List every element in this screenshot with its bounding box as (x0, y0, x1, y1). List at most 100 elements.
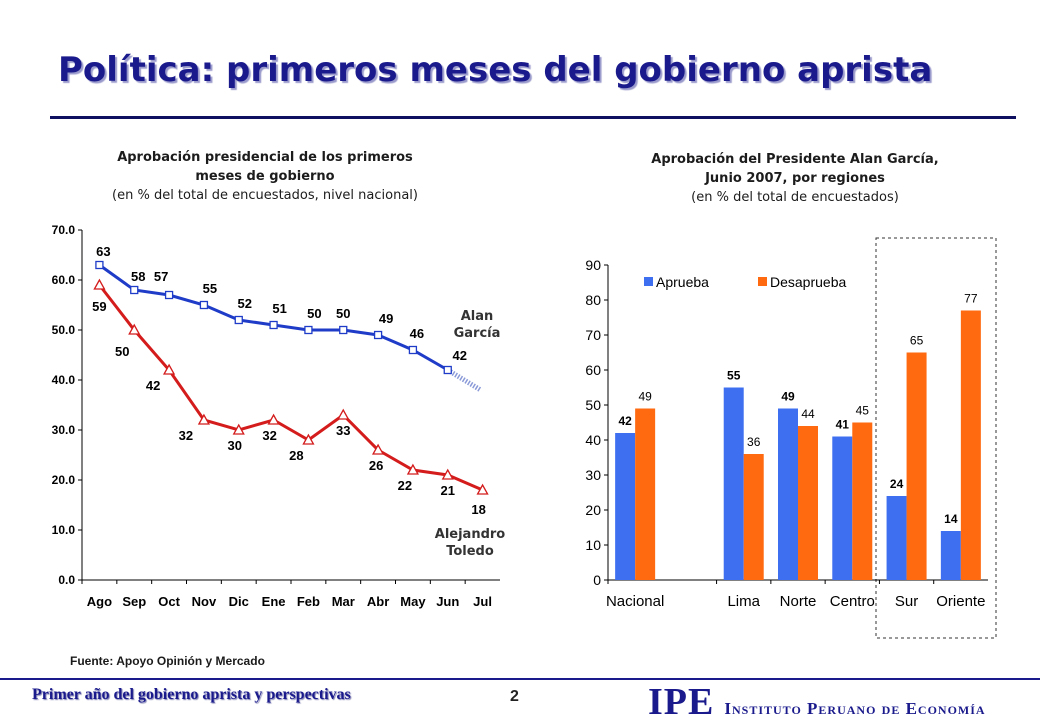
toledo-series-label: Toledo (446, 544, 494, 559)
footer-divider (0, 678, 1040, 680)
line-chart-x-tick-label: Ago (87, 594, 112, 609)
aprueba-bar (615, 433, 636, 580)
logo-mark: IPE (648, 681, 715, 723)
line-chart-x-tick-label: Sep (122, 594, 146, 609)
line-chart-y-tick-label: 20.0 (52, 473, 76, 487)
aprueba-data-label: 55 (727, 369, 741, 383)
toledo-point (406, 463, 420, 475)
line-chart-x-tick-label: Ene (262, 594, 286, 609)
desaprueba-bar (635, 408, 656, 580)
toledo-data-label: 26 (369, 458, 383, 473)
line-chart-x-tick-label: Abr (367, 594, 389, 609)
bar-chart-x-tick-label: Nacional (606, 593, 664, 610)
bar-chart-y-tick-label: 90 (585, 257, 601, 273)
garcia-data-label: 63 (96, 244, 110, 259)
garcia-series-label: Alan (461, 309, 494, 324)
garcia-point (304, 325, 313, 335)
toledo-data-label: 32 (262, 428, 276, 443)
aprueba-bar (832, 436, 853, 580)
bar-chart-y-tick-label: 80 (585, 292, 601, 308)
line-chart-x-tick-label: Oct (158, 594, 180, 609)
aprueba-data-label: 42 (618, 414, 632, 428)
line-chart-y-tick-label: 10.0 (52, 523, 76, 537)
source-note: Fuente: Apoyo Opinión y Mercado (70, 654, 265, 668)
line-chart-x-tick-label: Dic (229, 594, 249, 609)
garcia-data-label: 46 (410, 326, 424, 341)
toledo-point (197, 413, 211, 425)
toledo-point (232, 423, 245, 435)
garcia-point (269, 320, 278, 330)
toledo-data-label: 22 (398, 478, 412, 493)
toledo-data-label: 33 (336, 423, 350, 438)
aprueba-data-label: 14 (944, 512, 958, 526)
toledo-point (441, 468, 454, 480)
line-chart-x-tick-label: May (400, 594, 426, 609)
toledo-point (302, 433, 315, 445)
desaprueba-data-label: 44 (801, 407, 815, 421)
garcia-point (443, 365, 452, 375)
desaprueba-bar (906, 352, 927, 580)
garcia-point (373, 330, 383, 340)
toledo-data-label: 30 (228, 438, 242, 453)
highlight-box (875, 237, 997, 639)
line-chart-y-tick-label: 60.0 (52, 273, 76, 287)
garcia-data-label: 52 (238, 296, 252, 311)
desaprueba-bar (852, 422, 873, 580)
bar-chart-y-tick-label: 20 (585, 502, 601, 518)
line-chart-y-tick-label: 0.0 (58, 573, 75, 587)
toledo-point (162, 363, 176, 375)
bar-chart-heading: Aprobación del Presidente Alan García, J… (590, 150, 1000, 207)
aprueba-bar (778, 408, 798, 580)
garcia-point (339, 325, 348, 335)
desaprueba-data-label: 65 (910, 334, 924, 348)
bar-chart-y-tick-label: 40 (585, 432, 601, 448)
bar-chart-x-tick-label: Lima (727, 593, 760, 610)
ipe-logo: IPE Instituto Peruano de Economía (648, 680, 986, 724)
toledo-point (93, 278, 106, 290)
bar-chart-y-tick-label: 60 (585, 362, 601, 378)
line-chart-y-tick-label: 70.0 (52, 223, 76, 237)
line-chart-title: Aprobación presidencial de los primeros … (117, 150, 413, 184)
aprueba-data-label: 49 (781, 390, 795, 404)
toledo-data-label: 50 (115, 344, 129, 359)
garcia-data-label: 50 (336, 306, 350, 321)
garcia-data-label: 50 (307, 306, 321, 321)
desaprueba-data-label: 45 (856, 404, 870, 418)
line-chart-y-tick-label: 30.0 (52, 423, 76, 437)
legend-desaprueba-label: Desaprueba (770, 274, 846, 290)
bar-chart-y-tick-label: 0 (593, 572, 601, 588)
bar-chart-y-tick-label: 70 (585, 327, 601, 343)
toledo-series-label: Alejandro (435, 527, 506, 542)
line-chart-y-tick-label: 50.0 (52, 323, 76, 337)
bar-chart-title: Aprobación del Presidente Alan García, J… (651, 152, 939, 186)
aprueba-bar (940, 531, 961, 580)
toledo-data-label: 42 (146, 378, 160, 393)
toledo-point (371, 443, 385, 455)
bar-chart-y-tick-label: 10 (585, 537, 601, 553)
garcia-point (130, 285, 139, 295)
garcia-point (95, 260, 104, 270)
legend-aprueba-swatch (644, 277, 653, 286)
garcia-data-label: 42 (453, 348, 467, 363)
toledo-data-label: 59 (92, 299, 106, 314)
garcia-point (164, 290, 174, 300)
title-divider (50, 116, 1016, 119)
bar-chart-subtitle: (en % del total de encuestados) (691, 190, 899, 205)
garcia-point (408, 345, 418, 355)
bar-chart-x-tick-label: Norte (780, 593, 817, 610)
desaprueba-bar (743, 454, 764, 580)
aprueba-bar (886, 496, 907, 580)
toledo-data-label: 18 (471, 502, 485, 517)
footer (0, 672, 1040, 720)
desaprueba-data-label: 77 (964, 292, 978, 306)
toledo-series-line (98, 284, 484, 492)
garcia-data-label: 55 (203, 281, 217, 296)
desaprueba-data-label: 49 (638, 390, 652, 404)
toledo-point (476, 483, 489, 495)
garcia-point (199, 300, 209, 310)
aprueba-data-label: 24 (890, 477, 904, 491)
page-number: 2 (510, 688, 519, 705)
desaprueba-data-label: 36 (747, 435, 761, 449)
